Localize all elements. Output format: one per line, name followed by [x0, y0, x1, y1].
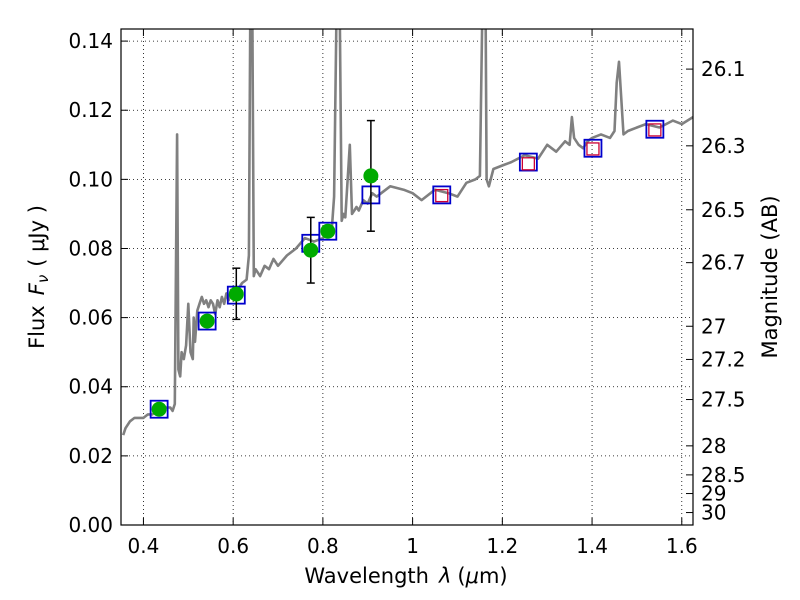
model-photometry-square: [432, 185, 452, 205]
x-tick-label: 0.6: [217, 534, 249, 558]
y2-axis-label: Magnitude (AB): [758, 195, 782, 358]
y-tick-label: 0.04: [68, 375, 113, 399]
y2-tick-label: 27.2: [701, 347, 746, 371]
y2-tick-label: 30: [701, 501, 726, 525]
model-photometry-square: [518, 152, 538, 172]
y-tick-label: 0.12: [68, 98, 113, 122]
observed-point: [199, 313, 215, 329]
x-tick-label: 0.8: [307, 534, 339, 558]
y2-tick-label: 28: [701, 434, 726, 458]
plot-background: [121, 29, 693, 525]
y2-tick-label: 28.5: [701, 463, 746, 487]
observed-point: [320, 223, 336, 239]
x-axis-label: Wavelength λ (μm): [304, 564, 507, 588]
model-photometry-square: [149, 399, 169, 419]
model-photometry-square: [583, 138, 603, 158]
y2-tick-label: 26.5: [701, 198, 746, 222]
x-tick-label: 1: [406, 534, 419, 558]
hst-band-square: [586, 142, 600, 156]
y2-tick-label: 29: [701, 482, 726, 506]
x-tick-label: 1.4: [576, 534, 608, 558]
observed-point: [151, 401, 167, 417]
observed-point: [228, 286, 244, 302]
model-photometry-square: [197, 311, 217, 331]
y2-tick-label: 26.7: [701, 251, 746, 275]
data-markers: [149, 119, 665, 419]
plot-frame: [120, 28, 694, 526]
model-photometry-square: [318, 221, 338, 241]
y2-tick-label: 27: [701, 314, 726, 338]
y2-tick-label: 26.3: [701, 134, 746, 158]
data-marks: [121, 29, 693, 436]
observed-point: [363, 168, 379, 184]
observed-point: [303, 242, 319, 258]
y-tick-label: 0.10: [68, 167, 113, 191]
y-tick-label: 0.14: [68, 29, 113, 53]
hst-band-square: [648, 123, 662, 137]
y2-tick-label: 27.5: [701, 388, 746, 412]
y-tick-label: 0.00: [68, 513, 113, 537]
x-tick-label: 0.4: [128, 534, 160, 558]
x-tick-label: 1.2: [486, 534, 518, 558]
y-tick-label: 0.08: [68, 236, 113, 260]
hst-band-square: [521, 157, 536, 171]
spectrum-line: [121, 29, 693, 436]
y-tick-label: 0.02: [68, 444, 113, 468]
y-tick-label: 0.06: [68, 306, 113, 330]
model-photometry-square: [645, 119, 665, 139]
y2-tick-label: 26.1: [701, 57, 746, 81]
hst-band-square: [435, 188, 449, 203]
y-axis-label: FluxFν( μJy ): [25, 205, 52, 349]
x-tick-label: 1.6: [666, 534, 698, 558]
axis-ticks: 0.4 0.6 0.8 1 1.2 1.4 1.6 0.00 0.02 0.04 0.06 0.08 0…: [68, 29, 746, 558]
